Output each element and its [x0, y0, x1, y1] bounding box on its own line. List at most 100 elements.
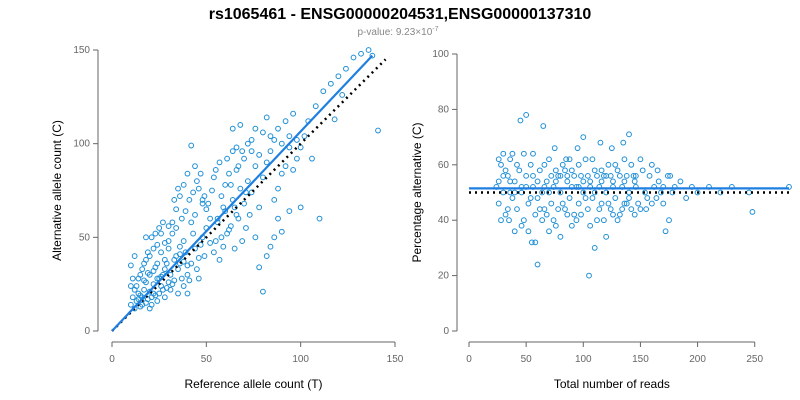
allele-data-point [175, 290, 181, 297]
percent-data-point [548, 172, 555, 179]
percent-data-point [646, 172, 653, 179]
percent-data-point [635, 200, 642, 207]
percent-data-point [598, 167, 605, 174]
percent-y-tick-label: 0 [443, 326, 449, 337]
percent-data-point [644, 195, 651, 201]
percent-data-point [502, 211, 509, 218]
percent-data-point [566, 156, 573, 163]
allele-data-point [165, 245, 172, 252]
allele-data-point [137, 271, 144, 278]
allele-data-point [226, 170, 232, 177]
percent-data-point [621, 156, 628, 163]
percent-data-point [632, 172, 639, 179]
percent-data-point [594, 217, 600, 224]
p-value-text: p-value: 9.23×10 [357, 27, 432, 38]
percent-data-point [580, 134, 587, 141]
allele-data-point [152, 230, 159, 237]
allele-x-tick-label: 50 [201, 354, 213, 365]
percent-data-point [562, 167, 568, 174]
percent-data-point [607, 206, 614, 213]
allele-data-point [229, 148, 236, 155]
percent-data-point [530, 172, 536, 179]
percent-data-point [648, 200, 655, 207]
percent-data-point [559, 161, 566, 168]
allele-data-point [188, 260, 195, 267]
allele-data-point [375, 127, 381, 134]
allele-data-point [127, 283, 134, 289]
percent-data-point [631, 211, 638, 218]
allele-data-point [316, 215, 323, 222]
percent-data-point [582, 156, 589, 163]
allele-data-point [184, 271, 191, 278]
percent-data-point [589, 156, 596, 163]
percent-data-point [555, 206, 562, 213]
allele-data-point [286, 133, 293, 140]
allele-y-tick-label: 0 [84, 326, 90, 337]
percent-data-point [642, 189, 648, 196]
percent-x-tick-label: 50 [521, 354, 533, 365]
allele-x-tick-label: 0 [109, 354, 115, 365]
allele-data-point [224, 230, 230, 237]
allele-data-point [239, 148, 246, 155]
percentage-scatter-panel: 0 50 100 150 200 250 0 20 40 60 80 100 Total number … [410, 49, 792, 391]
allele-data-point [180, 181, 187, 188]
allele-data-point [173, 225, 180, 231]
percent-data-point [591, 167, 598, 174]
percent-data-point [614, 217, 621, 224]
allele-data-point [260, 129, 266, 136]
percent-data-point [536, 206, 543, 213]
percent-y-tick-label: 20 [438, 271, 450, 282]
allele-data-point [224, 155, 230, 162]
percent-data-point [546, 228, 552, 235]
allele-data-point [267, 133, 274, 140]
allele-data-point [160, 219, 166, 226]
percent-data-point [527, 161, 534, 168]
allele-data-point [246, 211, 253, 218]
allele-data-point [237, 185, 244, 192]
percent-data-point [612, 195, 619, 201]
allele-data-point [252, 163, 259, 170]
allele-data-point [192, 163, 198, 170]
allele-fit-line [111, 54, 374, 332]
percent-data-point [578, 172, 584, 179]
allele-data-point [133, 283, 140, 289]
percent-data-point [571, 172, 578, 179]
allele-data-point [177, 260, 183, 267]
allele-data-point [165, 223, 172, 229]
allele-data-point [184, 170, 191, 177]
percent-data-point [528, 239, 535, 246]
allele-data-point [156, 225, 163, 231]
allele-data-point [127, 301, 134, 308]
allele-data-point [175, 185, 181, 192]
allele-data-point [190, 189, 197, 196]
allele-data-point [167, 286, 174, 293]
percent-data-point [541, 161, 548, 168]
chart-subtitle: p-value: 9.23×10-7 [357, 26, 438, 38]
allele-data-point [190, 230, 197, 237]
allele-data-point [139, 301, 146, 308]
percent-data-point [655, 178, 662, 185]
allele-data-point [365, 47, 372, 53]
percent-data-point [578, 211, 584, 218]
percent-data-point [534, 178, 541, 185]
percent-data-point [502, 167, 509, 174]
allele-data-point [237, 122, 244, 128]
percent-data-point [580, 189, 587, 196]
percent-data-point [654, 167, 661, 174]
allele-data-point [297, 204, 304, 211]
percent-data-point [600, 172, 607, 179]
allele-data-point [278, 170, 285, 177]
allele-data-point [148, 234, 155, 241]
allele-data-point [201, 193, 208, 200]
percent-y-tick-label: 100 [432, 49, 449, 60]
allele-data-point [150, 245, 157, 252]
allele-data-point [260, 288, 266, 295]
allele-data-point [290, 166, 297, 173]
percent-data-point [514, 161, 520, 168]
allele-data-point [214, 215, 221, 222]
percent-data-point [517, 117, 524, 124]
allele-data-point [192, 211, 198, 218]
percent-data-point [598, 200, 605, 207]
percent-data-point [610, 211, 616, 218]
percent-data-point [626, 131, 632, 138]
